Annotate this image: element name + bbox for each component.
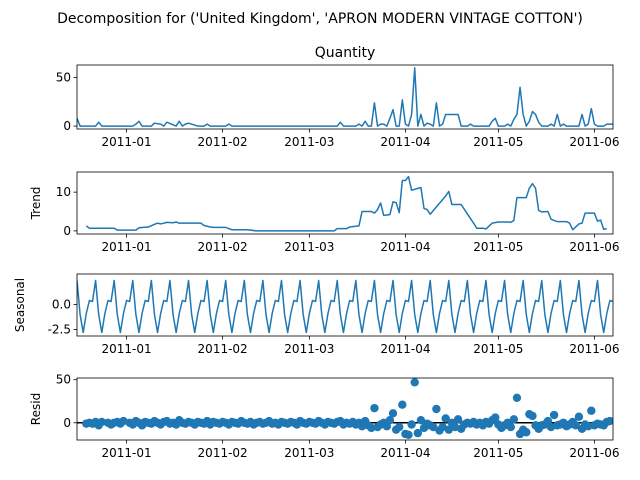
- resid-point: [574, 412, 584, 421]
- y-tick-label: -2.5: [48, 323, 71, 337]
- x-tick-label: 2011-04: [380, 135, 430, 149]
- x-tick-label: 2011-02: [198, 240, 248, 254]
- x-tick-label: 2011-02: [198, 446, 248, 460]
- x-tick-label: 2011-04: [380, 342, 430, 356]
- y-tick-label: 0: [63, 224, 71, 238]
- x-tick-label: 2011-05: [473, 446, 523, 460]
- resid-axes: 0 50 2011-01 2011-02 2011-03 2011-04 2011-05 20…: [56, 373, 620, 460]
- x-tick-label: 2011-05: [473, 240, 523, 254]
- resid-series: [82, 378, 613, 440]
- quantity-series: [77, 67, 613, 127]
- resid-point: [512, 393, 522, 403]
- resid-point: [395, 422, 404, 432]
- resid-point: [416, 415, 426, 425]
- resid-point: [571, 421, 581, 430]
- resid-point: [587, 406, 596, 415]
- x-tick-label: 2011-06: [569, 135, 619, 149]
- figure-title: Decomposition for ('United Kingdom', 'AP…: [57, 11, 583, 27]
- x-tick-label: 2011-01: [102, 342, 152, 356]
- resid-point: [407, 420, 416, 429]
- x-tick-label: 2011-02: [198, 342, 248, 356]
- x-tick-label: 2011-06: [569, 342, 619, 356]
- trend-series: [85, 175, 607, 232]
- panel-trend: Trend 0 10 2011-01 2011-02 2011-03 2011-04 201…: [29, 171, 619, 254]
- resid-point: [370, 403, 379, 413]
- resid-point: [453, 415, 463, 424]
- quantity-line: [77, 67, 613, 127]
- panel-title-quantity: Quantity: [315, 45, 376, 61]
- panel-seasonal: Seasonal 0.0 -2.5 2011-01 2011-02 2011-03 201…: [13, 273, 619, 356]
- resid-point: [584, 422, 593, 431]
- resid-point: [528, 411, 537, 421]
- resid-point: [388, 409, 398, 418]
- x-tick-label: 2011-03: [284, 135, 334, 149]
- resid-point: [398, 400, 407, 409]
- resid-point: [509, 415, 519, 424]
- resid-point: [549, 410, 559, 420]
- resid-point: [367, 423, 376, 433]
- resid-point: [404, 430, 413, 440]
- y-tick-label: 0: [63, 416, 71, 430]
- x-tick-label: 2011-03: [284, 240, 334, 254]
- axes-frame: [76, 377, 614, 441]
- resid-point: [385, 415, 395, 425]
- resid-point: [97, 417, 106, 427]
- x-tick-label: 2011-05: [473, 342, 523, 356]
- x-tick-label: 2011-04: [380, 240, 430, 254]
- resid-point: [522, 428, 531, 437]
- x-tick-label: 2011-06: [569, 446, 619, 460]
- x-tick-label: 2011-05: [473, 135, 523, 149]
- y-tick-label: 50: [56, 373, 71, 387]
- seasonal-axes: 0.0 -2.5 2011-01 2011-02 2011-03 2011-04 2011-…: [48, 273, 619, 356]
- resid-point: [441, 414, 450, 423]
- seasonal-axis-label: Seasonal: [13, 278, 27, 332]
- quantity-axes: 0 50 2011-01 2011-02 2011-03 2011-04 2011-05 20…: [56, 64, 619, 149]
- x-tick-label: 2011-02: [198, 135, 248, 149]
- x-tick-label: 2011-06: [569, 240, 619, 254]
- x-tick-label: 2011-03: [284, 342, 334, 356]
- y-tick-label: 0: [63, 119, 71, 133]
- trend-line: [85, 175, 607, 232]
- x-tick-label: 2011-01: [102, 240, 152, 254]
- y-tick-label: 0.0: [52, 298, 71, 312]
- resid-axis-label: Resid: [29, 393, 43, 425]
- axes-frame: [76, 64, 614, 130]
- x-tick-label: 2011-01: [102, 446, 152, 460]
- resid-point: [410, 378, 419, 387]
- seasonal-line: [77, 279, 613, 334]
- x-tick-label: 2011-04: [380, 446, 430, 460]
- trend-axis-label: Trend: [29, 187, 43, 221]
- y-tick-label: 50: [56, 71, 71, 85]
- resid-point: [605, 416, 613, 426]
- axes-frame: [76, 171, 614, 235]
- resid-point: [432, 404, 441, 414]
- x-tick-label: 2011-03: [284, 446, 334, 460]
- axes-frame: [76, 273, 614, 337]
- seasonal-series: [77, 279, 613, 334]
- panel-quantity: 0 50 2011-01 2011-02 2011-03 2011-04 2011-05 20…: [56, 64, 619, 149]
- panel-resid: Resid 0 50 2011-01 2011-02 2011-03 2011-04 201…: [29, 373, 619, 460]
- y-tick-label: 10: [56, 185, 71, 199]
- trend-axes: 0 10 2011-01 2011-02 2011-03 2011-04 2011-05 20…: [56, 171, 619, 254]
- x-tick-label: 2011-01: [102, 135, 152, 149]
- resid-point: [491, 413, 500, 422]
- resid-point: [413, 428, 423, 438]
- resid-point: [506, 422, 515, 432]
- resid-point: [429, 422, 438, 432]
